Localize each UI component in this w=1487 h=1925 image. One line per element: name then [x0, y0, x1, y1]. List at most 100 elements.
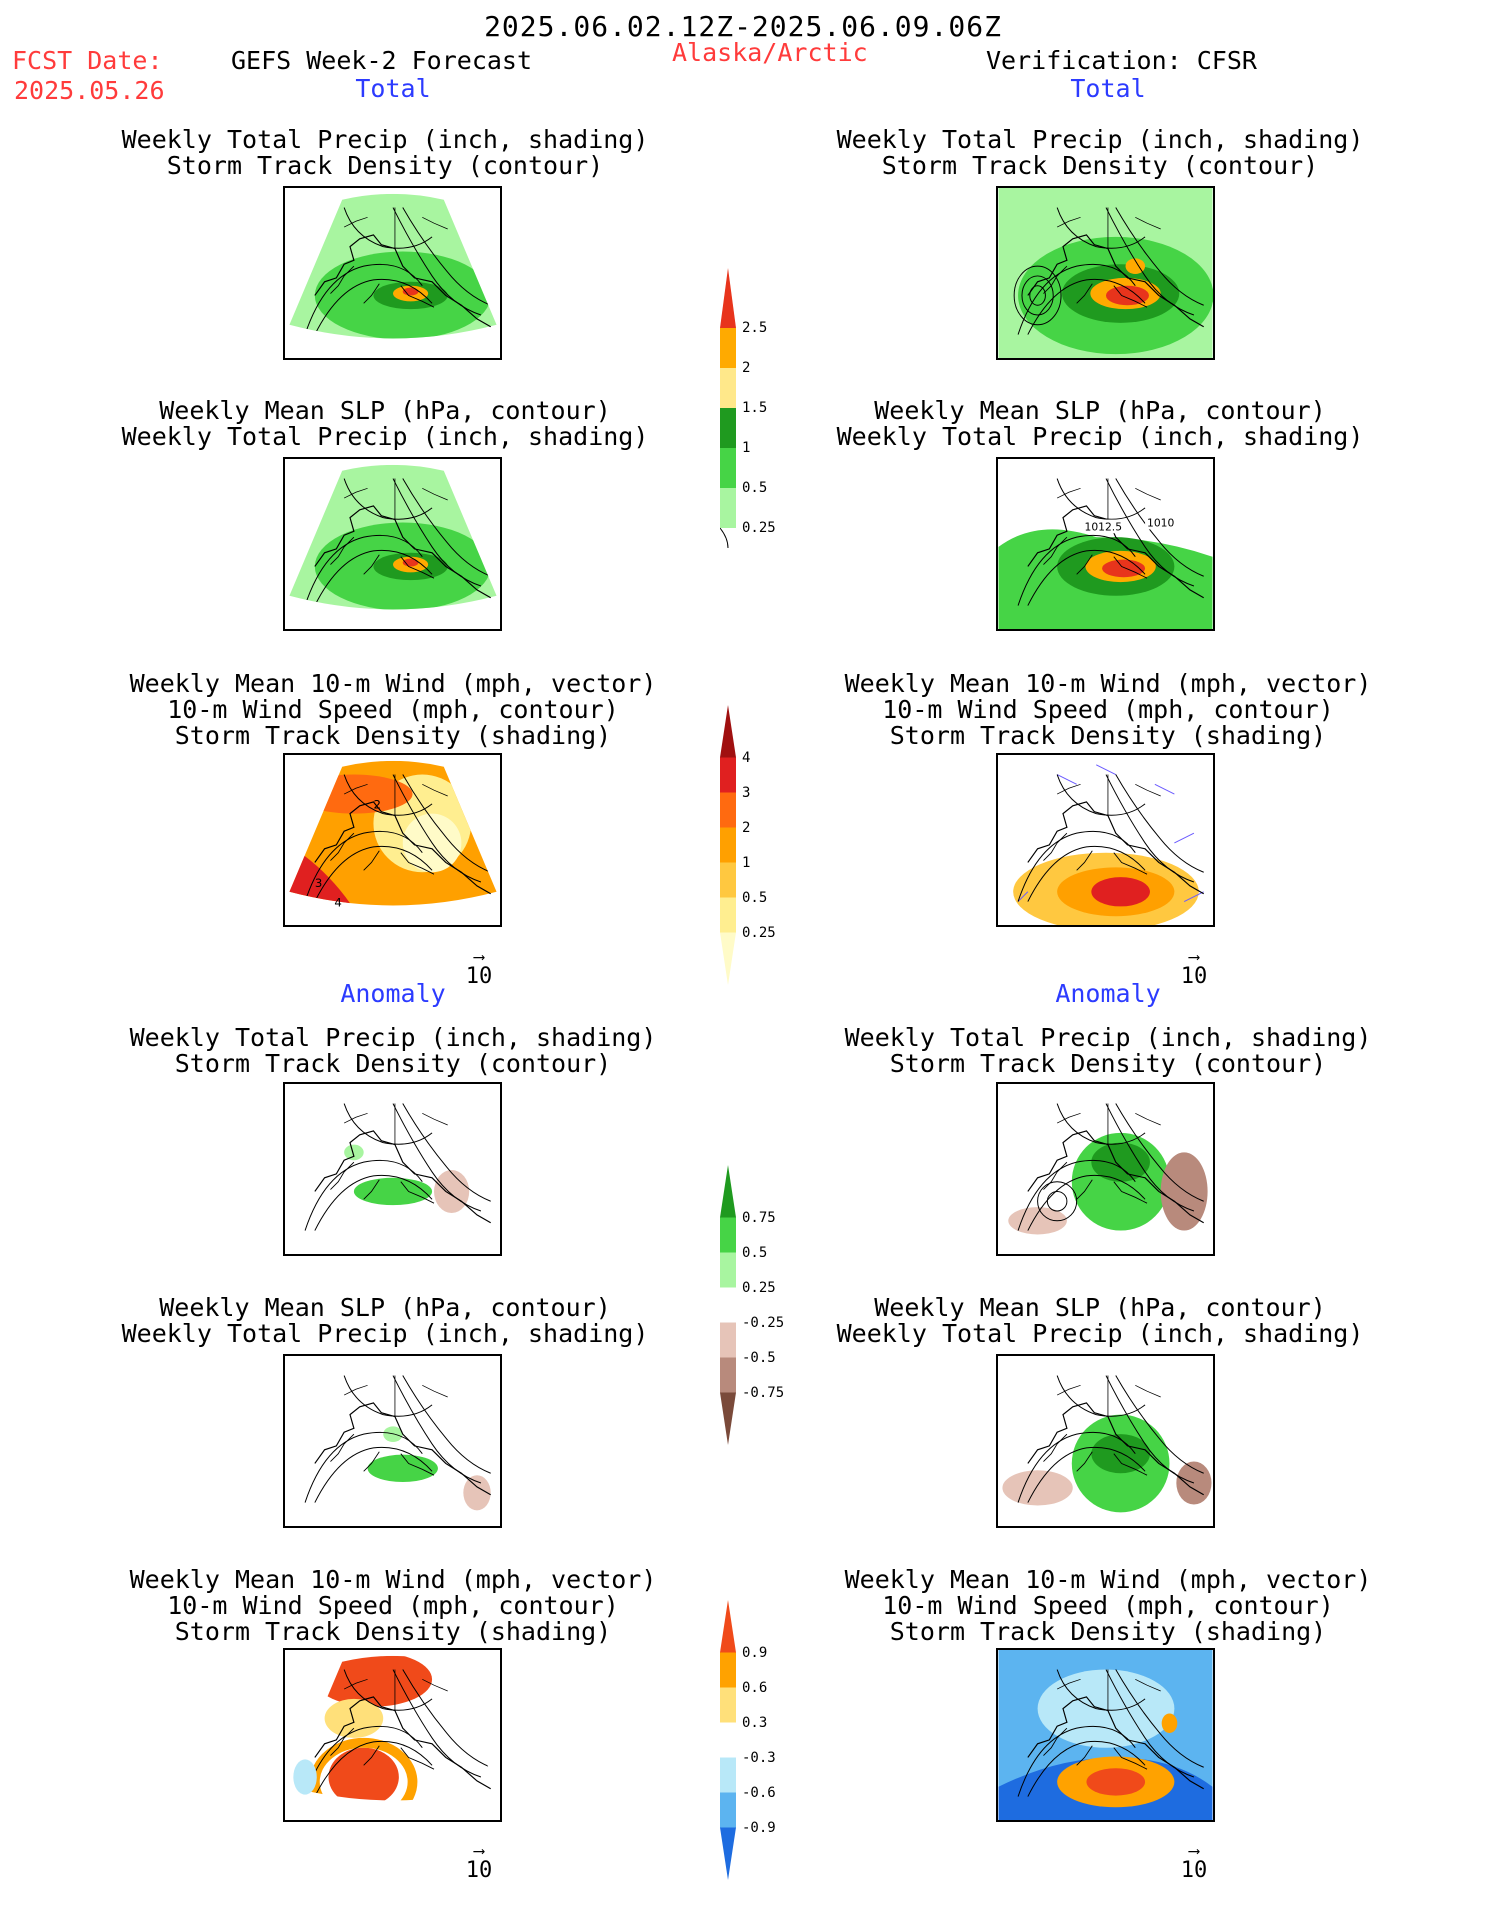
right-arrow-icon: ⟶: [474, 947, 484, 966]
panel-title-precip-track-obs: Weekly Total Precip (inch, shading) Storm…: [836, 125, 1364, 180]
colorbar-label: 1: [742, 440, 751, 456]
colorbar-segment: [720, 1287, 736, 1323]
slp-label-1010: 1010: [1147, 516, 1174, 529]
vector-ref-fcst-anom: ⟶ 10: [459, 1841, 499, 1884]
map-slp-precip-obs-anom: [996, 1354, 1215, 1528]
colorbar-segment: [720, 368, 736, 408]
colorbar-segment: [720, 328, 736, 368]
colorbar-segment: [720, 897, 736, 933]
colorbar-label: -0.5: [742, 1349, 776, 1366]
section-anomaly-right: Anomaly: [1055, 979, 1161, 1008]
colorbar-segment: [720, 792, 736, 828]
colorbar-label: 0.25: [742, 1279, 776, 1296]
colorbar-label: 2: [742, 819, 751, 836]
colorbar-label: -0.6: [742, 1784, 776, 1801]
colorbar-label: 1: [742, 854, 751, 871]
colorbar-label: 0.25: [742, 520, 776, 536]
colorbar-segment: [720, 1722, 736, 1758]
colorbar-segment: [720, 448, 736, 488]
colorbar-tail: [720, 527, 729, 549]
fcst-date-label: FCST Date:: [12, 46, 163, 75]
section-anomaly-left: Anomaly: [340, 979, 446, 1008]
colorbar-label: -0.25: [742, 1314, 785, 1331]
panel-title-wind-track-fcst-anom: Weekly Mean 10-m Wind (mph, vector) 10-m …: [129, 1565, 657, 1646]
colorbar-segment: [720, 1757, 736, 1793]
colorbar-label: 1.5: [742, 400, 768, 416]
colorbar-label: 0.5: [742, 480, 768, 496]
vector-ref-fcst-total: ⟶ 10: [459, 947, 499, 990]
map-slp-precip-fcst: [283, 457, 502, 631]
colorbar-label: 0.6: [742, 1679, 768, 1696]
panel-title-wind-track-obs: Weekly Mean 10-m Wind (mph, vector) 10-m …: [844, 669, 1372, 750]
map-precip-track-fcst: [283, 186, 502, 360]
verification-title: Verification: CFSR: [986, 46, 1257, 75]
colorbar-label: 0.9: [742, 1644, 768, 1661]
colorbar-label: 2.5: [742, 320, 768, 336]
colorbar-label: 2: [742, 360, 751, 376]
right-arrow-icon: ⟶: [474, 1841, 484, 1860]
panel-title-precip-track-fcst: Weekly Total Precip (inch, shading) Storm…: [121, 125, 649, 180]
panel-title-slp-precip-obs-anom: Weekly Mean SLP (hPa, contour) Weekly Tot…: [836, 1293, 1364, 1348]
right-arrow-icon: ⟶: [1189, 1841, 1199, 1860]
panel-title-slp-precip-fcst-anom: Weekly Mean SLP (hPa, contour) Weekly Tot…: [121, 1293, 649, 1348]
panel-title-wind-track-fcst: Weekly Mean 10-m Wind (mph, vector) 10-m …: [129, 669, 657, 750]
panel-title-slp-precip-obs: Weekly Mean SLP (hPa, contour) Weekly Tot…: [836, 396, 1364, 451]
panel-title-precip-track-obs-anom: Weekly Total Precip (inch, shading) Storm…: [844, 1023, 1372, 1078]
map-wind-track-obs: [996, 753, 1215, 927]
wind-label-2: 2: [373, 798, 380, 812]
map-wind-track-fcst: 2 3 4: [283, 753, 502, 927]
colorbar-segment: [720, 932, 736, 985]
colorbar-segment: [720, 757, 736, 793]
colorbar-segment: [720, 268, 736, 328]
map-precip-track-obs: [996, 186, 1215, 360]
colorbar-segment: [720, 1252, 736, 1288]
colorbar-label: 0.75: [742, 1209, 776, 1226]
colorbar-label: 0.5: [742, 1244, 768, 1261]
colorbar-precip-anom: 0.75 0.5 0.25 -0.25 -0.5 -0.75: [720, 1165, 800, 1455]
slp-label-1012: 1012.5: [1084, 520, 1122, 533]
region-title: Alaska/Arctic: [672, 38, 868, 67]
colorbar-segment: [720, 1792, 736, 1828]
colorbar-track-total: 4 3 2 1 0.5 0.25: [720, 705, 800, 995]
colorbar-label: -0.3: [742, 1749, 776, 1766]
colorbar-segment: [720, 1392, 736, 1445]
colorbar-segment: [720, 488, 736, 528]
colorbar-segment: [720, 1600, 736, 1653]
colorbar-label: 0.3: [742, 1714, 768, 1731]
colorbar-segment: [720, 1687, 736, 1723]
date-range-title: 2025.06.02.12Z-2025.06.09.06Z: [484, 10, 1002, 43]
map-wind-track-obs-anom: [996, 1648, 1215, 1822]
colorbar-label: -0.9: [742, 1819, 776, 1836]
colorbar-segment: [720, 1652, 736, 1688]
colorbar-segment: [720, 827, 736, 863]
colorbar-label: -0.75: [742, 1384, 785, 1401]
colorbar-segment: [720, 1827, 736, 1880]
vector-ref-obs-total: ⟶ 10: [1174, 947, 1214, 990]
colorbar-label: 0.5: [742, 889, 768, 906]
product-title: GEFS Week-2 Forecast: [231, 46, 533, 75]
colorbar-label: 3: [742, 784, 751, 801]
colorbar-segment: [720, 1322, 736, 1358]
colorbar-label: 0.25: [742, 924, 776, 941]
colorbar-segment: [720, 1217, 736, 1253]
panel-title-wind-track-obs-anom: Weekly Mean 10-m Wind (mph, vector) 10-m …: [844, 1565, 1372, 1646]
panel-title-precip-track-fcst-anom: Weekly Total Precip (inch, shading) Storm…: [129, 1023, 657, 1078]
right-arrow-icon: ⟶: [1189, 947, 1199, 966]
wind-label-3: 3: [315, 876, 322, 890]
colorbar-segment: [720, 862, 736, 898]
section-total-right: Total: [1070, 74, 1146, 103]
vector-ref-obs-anom: ⟶ 10: [1174, 1841, 1214, 1884]
colorbar-segment: [720, 1357, 736, 1393]
map-slp-precip-obs: 1012.5 1010: [996, 457, 1215, 631]
section-total-left: Total: [355, 74, 431, 103]
map-slp-precip-fcst-anom: [283, 1354, 502, 1528]
panel-title-slp-precip-fcst: Weekly Mean SLP (hPa, contour) Weekly Tot…: [121, 396, 649, 451]
map-precip-track-fcst-anom: [283, 1082, 502, 1256]
colorbar-segment: [720, 705, 736, 758]
map-precip-track-obs-anom: [996, 1082, 1215, 1256]
colorbar-segment: [720, 408, 736, 448]
map-wind-track-fcst-anom: [283, 1648, 502, 1822]
colorbar-segment: [720, 1165, 736, 1218]
colorbar-track-anom: 0.9 0.6 0.3 -0.3 -0.6 -0.9: [720, 1600, 800, 1890]
colorbar-label: 4: [742, 749, 751, 766]
